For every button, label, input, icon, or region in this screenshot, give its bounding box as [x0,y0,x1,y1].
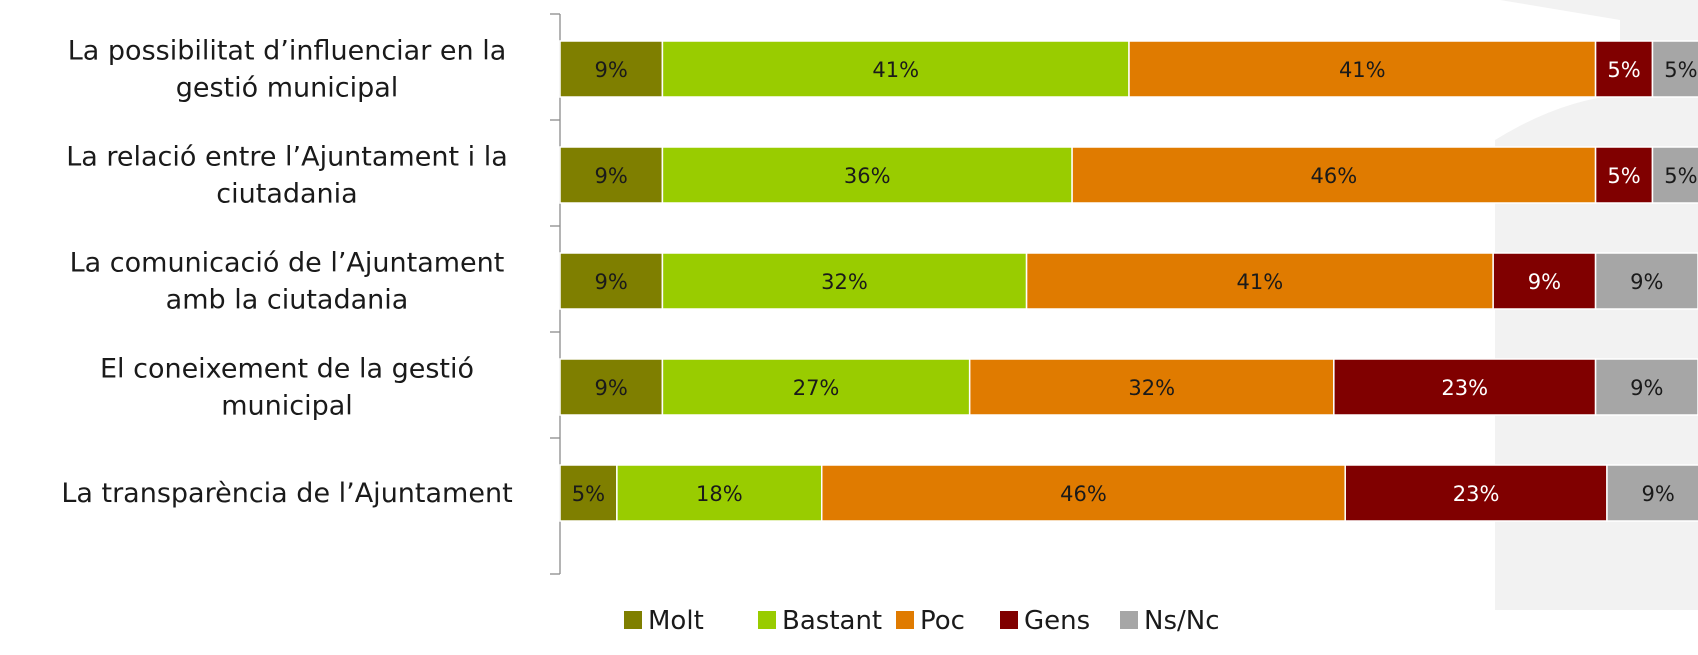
data-label: 32% [821,270,868,294]
category-label-line: La possibilitat d’influenciar en la [68,36,507,67]
data-label: 9% [595,164,628,188]
data-label: 41% [1237,270,1284,294]
data-label: 46% [1060,482,1107,506]
data-label: 9% [595,270,628,294]
bar-segment-bastant [661,358,971,416]
legend-label: Poc [920,606,965,636]
bar-segment-ns-nc [1651,146,1698,204]
data-label: 9% [1630,376,1663,400]
data-label: 41% [1339,58,1386,82]
bar-segment-bastant [661,40,1130,98]
category-label-line: El coneixement de la gestió [100,354,474,385]
category-label: La comunicació de l’Ajuntament amb la ciu… [70,248,505,316]
category-label: El coneixement de la gestió municipal [100,354,474,422]
category-label-line: municipal [221,391,353,422]
bar-segment-gens [1594,40,1654,98]
data-label: 23% [1441,376,1488,400]
legend-swatch [758,611,776,629]
category-label-line: ciutadania [216,179,357,210]
legend-swatch [896,611,914,629]
bar-segment-gens [1594,146,1654,204]
legend: Molt Bastant Poc Gens Ns/Nc [624,606,1220,636]
data-label: 9% [595,376,628,400]
category-labels: La possibilitat d’influenciar en la gesti… [61,36,512,510]
category-label: La possibilitat d’influenciar en la gesti… [68,36,507,104]
bar-segment-poc [968,358,1335,416]
bars: 9% 41% 41% 5% 5% 9% 36% 46% 5% 5% 9% 32% 41% 9% 9% 9% 27… [559,40,1698,522]
data-label: 23% [1453,482,1500,506]
category-label-line: La comunicació de l’Ajuntament [70,248,505,279]
legend-swatch [1120,611,1138,629]
bar-segment-ns-nc [1594,252,1698,310]
data-label: 27% [793,376,840,400]
bar-segment-poc [1025,252,1494,310]
bar-segment-bastant [661,252,1028,310]
bar-segment-ns-nc [1651,40,1698,98]
bar-segment-ns-nc [1594,358,1698,416]
data-label: 36% [844,164,891,188]
category-label: La relació entre l’Ajuntament i la ciutad… [66,142,508,210]
data-label: 5% [1664,58,1697,82]
bar-segment-bastant [616,464,823,522]
legend-swatch [624,611,642,629]
bar-segment-molt [559,40,664,98]
legend-label: Bastant [782,606,882,636]
bar-segment-poc [820,464,1346,522]
bar-segment-poc [1071,146,1597,204]
data-label: 9% [1642,482,1675,506]
data-label: 9% [595,58,628,82]
data-label: 5% [1664,164,1697,188]
bar-segment-molt [559,146,664,204]
legend-label: Gens [1024,606,1090,636]
data-label: 9% [1630,270,1663,294]
legend-label: Molt [648,606,704,636]
data-label: 5% [1607,164,1640,188]
category-label-line: gestió municipal [176,73,399,104]
bar-segment-molt [559,358,664,416]
category-label-line: La relació entre l’Ajuntament i la [66,142,508,173]
category-label-line: amb la ciutadania [166,285,409,316]
bar-segment-ns-nc [1606,464,1698,522]
category-label-line: La transparència de l’Ajuntament [61,478,512,509]
data-label: 32% [1128,376,1175,400]
bar-segment-molt [559,252,664,310]
data-label: 18% [696,482,743,506]
data-label: 46% [1310,164,1357,188]
legend-label: Ns/Nc [1144,606,1220,636]
bar-segment-poc [1128,40,1597,98]
data-label: 9% [1528,270,1561,294]
category-label: La transparència de l’Ajuntament [61,478,512,509]
data-label: 5% [572,482,605,506]
bar-segment-gens [1492,252,1597,310]
bar-segment-bastant [661,146,1073,204]
category-axis [550,13,561,575]
data-label: 41% [872,58,919,82]
data-label: 5% [1607,58,1640,82]
legend-swatch [1000,611,1018,629]
